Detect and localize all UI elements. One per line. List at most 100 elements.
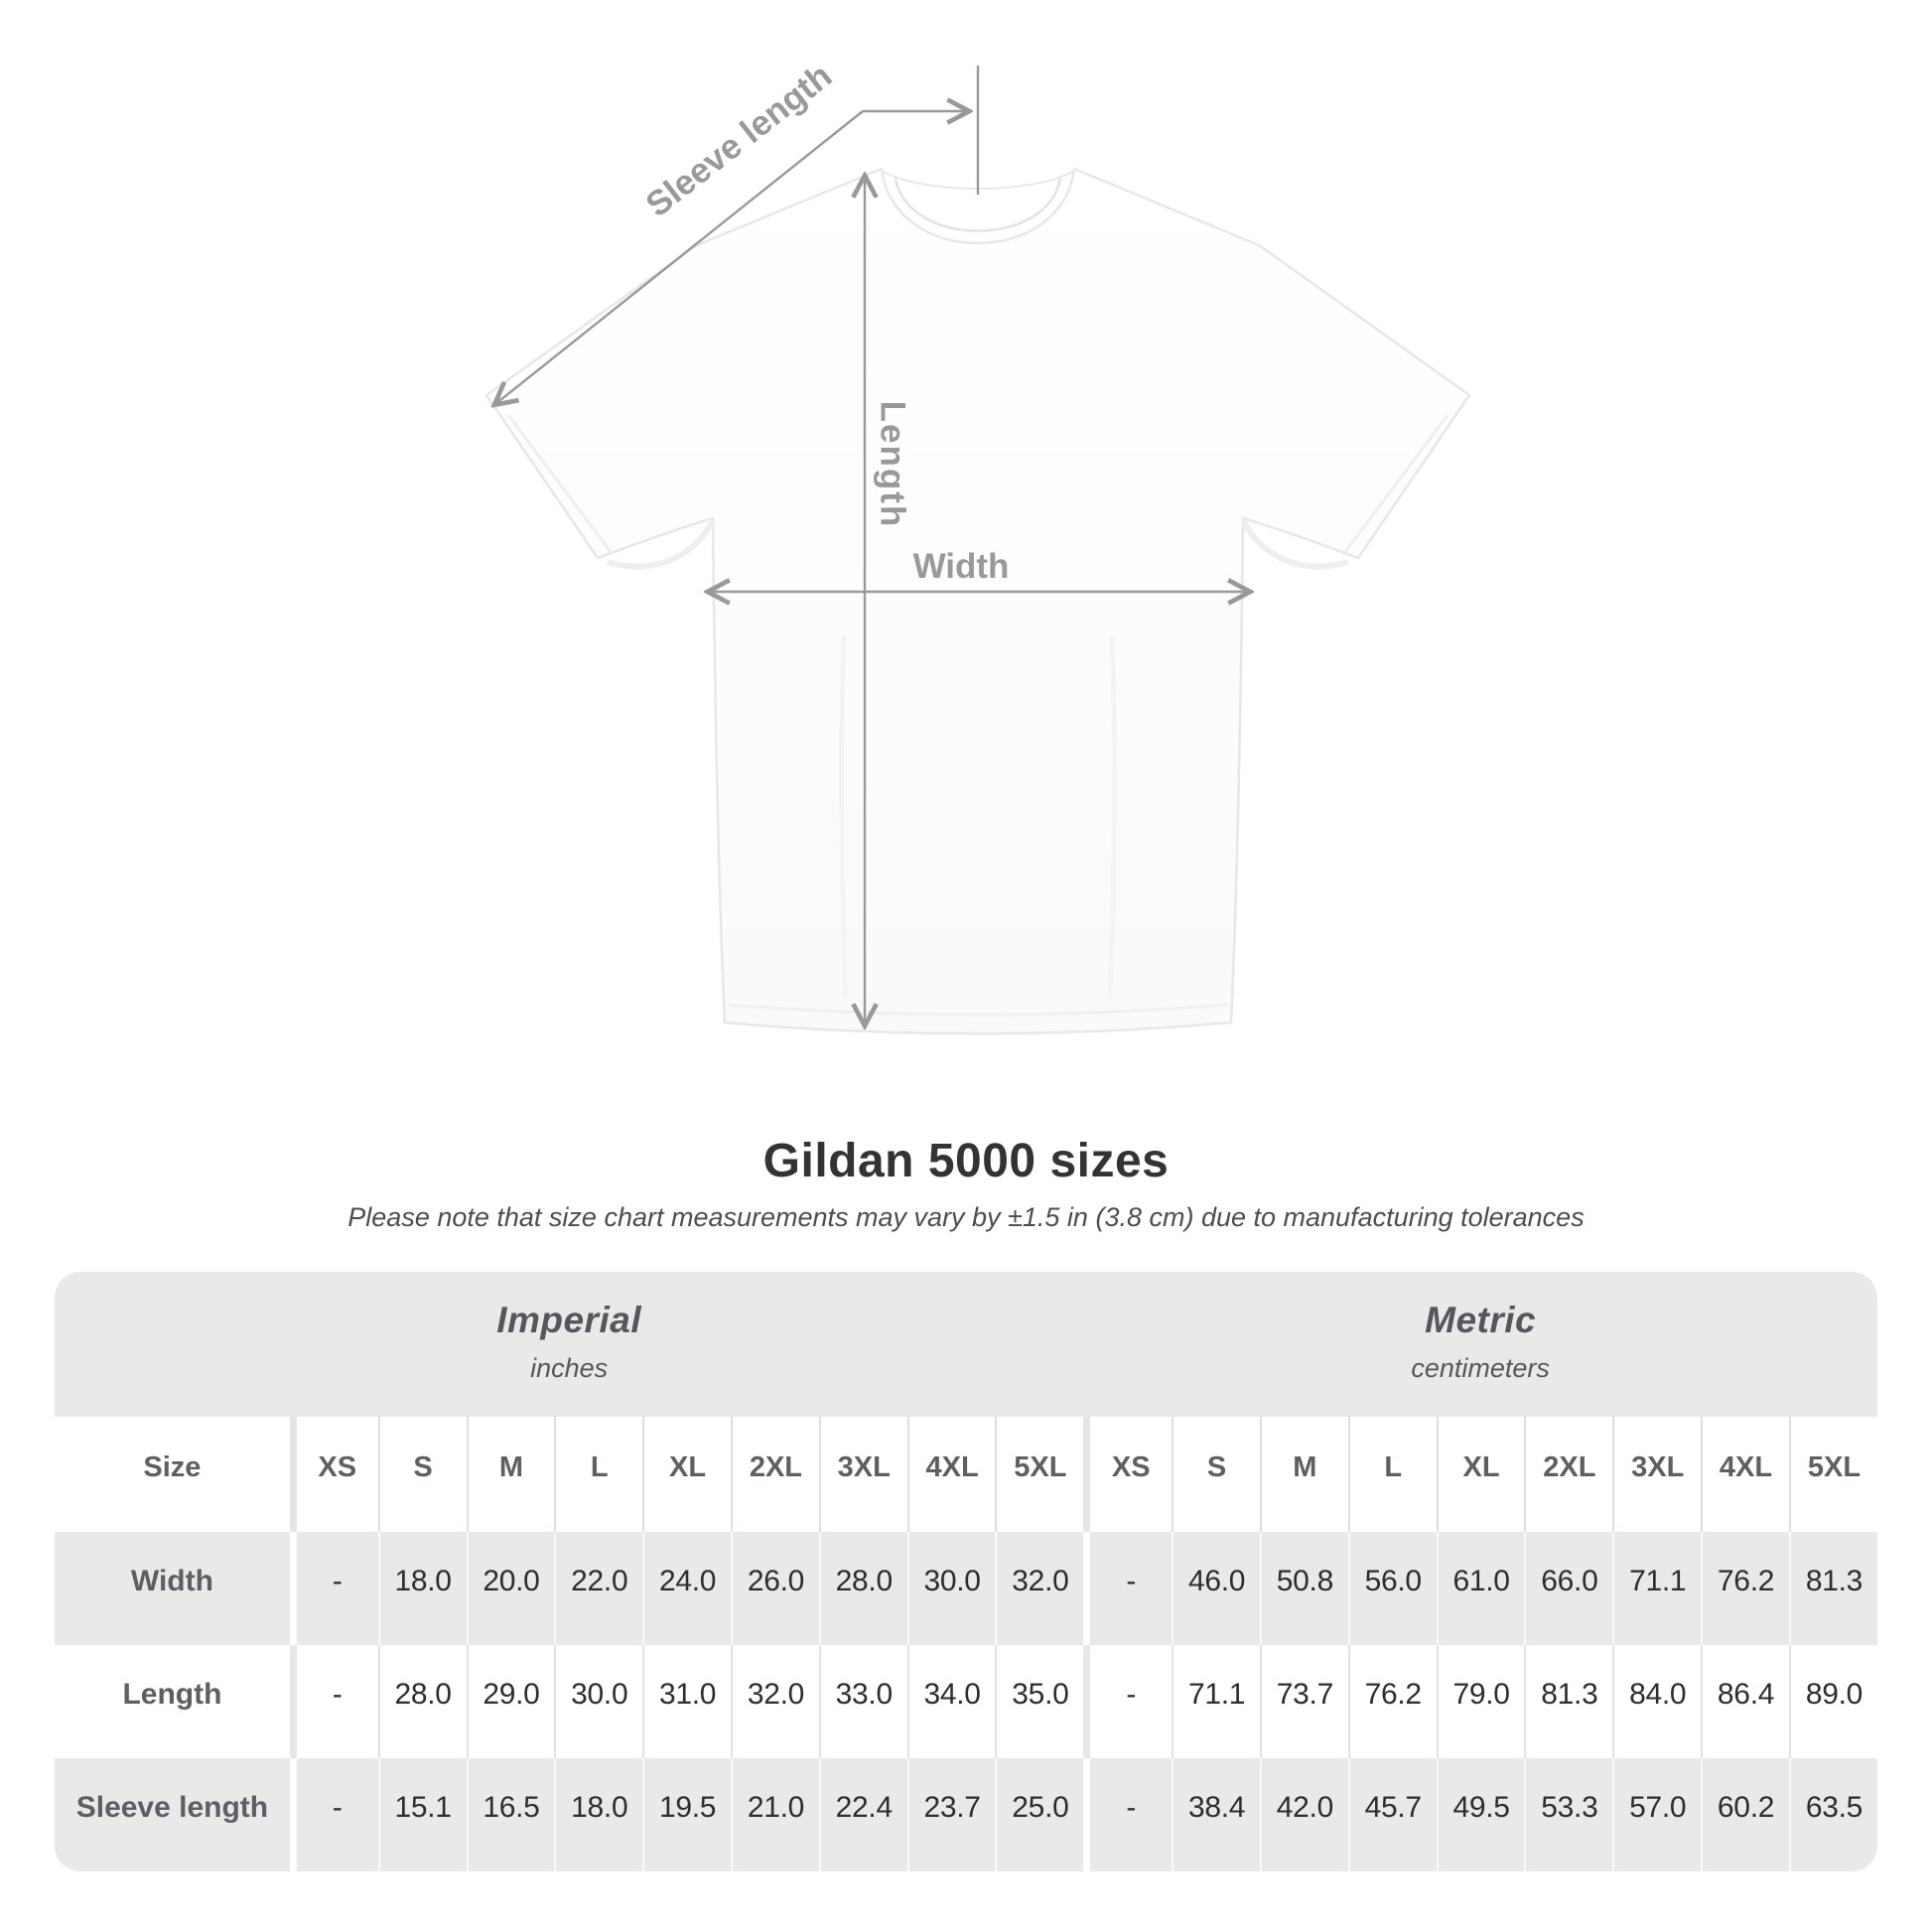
right-cuff-stitch — [1343, 414, 1449, 553]
size-header: 3XL — [1612, 1417, 1702, 1532]
size-header: 3XL — [818, 1417, 907, 1532]
cell: 42.0 — [1259, 1758, 1348, 1871]
cell: 86.4 — [1701, 1645, 1789, 1758]
cell: - — [289, 1645, 378, 1758]
cell: - — [1083, 1532, 1173, 1645]
table-row-length: Length - 28.0 29.0 30.0 31.0 32.0 33.0 3… — [55, 1645, 1877, 1758]
size-header: 2XL — [1524, 1417, 1613, 1532]
cell: 20.0 — [466, 1532, 555, 1645]
collar-band — [894, 178, 1062, 232]
unit-header-row: Imperial inches Metric centimeters — [55, 1272, 1877, 1417]
sleeve-length-arrow-diagonal — [495, 110, 864, 404]
cell: 30.0 — [554, 1645, 643, 1758]
cell: 18.0 — [554, 1758, 643, 1871]
cell: 33.0 — [818, 1645, 907, 1758]
cell: - — [289, 1758, 378, 1871]
cell: 15.1 — [377, 1758, 467, 1871]
size-header: 4XL — [1701, 1417, 1789, 1532]
row-label: Width — [55, 1532, 290, 1645]
size-header: M — [1259, 1417, 1348, 1532]
cell: 63.5 — [1788, 1758, 1877, 1871]
tshirt-graphic — [484, 167, 1471, 1035]
cell: - — [1083, 1758, 1173, 1871]
page-title: Gildan 5000 sizes — [762, 1135, 1170, 1187]
cell: 18.0 — [377, 1532, 467, 1645]
table-row-width: Width - 18.0 20.0 22.0 24.0 26.0 28.0 30… — [55, 1532, 1877, 1645]
cell: 50.8 — [1259, 1532, 1348, 1645]
size-header: L — [554, 1417, 643, 1532]
cell: 25.0 — [995, 1758, 1084, 1871]
cell: 24.0 — [642, 1532, 731, 1645]
cell: 30.0 — [906, 1532, 996, 1645]
size-header: 4XL — [906, 1417, 996, 1532]
cell: 45.7 — [1347, 1758, 1437, 1871]
row-label: Sleeve length — [55, 1758, 290, 1871]
metric-unit-label: centimeters — [1411, 1352, 1550, 1383]
size-header-row: Size XS S M L XL 2XL 3XL 4XL 5XL XS S M … — [55, 1417, 1877, 1532]
cell: 73.7 — [1259, 1645, 1348, 1758]
tolerance-note: Please note that size chart measurements… — [347, 1202, 1585, 1232]
cell: 21.0 — [731, 1758, 819, 1871]
cell: - — [289, 1532, 378, 1645]
cell: 79.0 — [1436, 1645, 1525, 1758]
tshirt-diagram-svg: Sleeve length Length Width — [484, 57, 1471, 1035]
cell: 28.0 — [818, 1532, 907, 1645]
cell: 22.4 — [818, 1758, 907, 1871]
size-header: 5XL — [995, 1417, 1084, 1532]
cell: 60.2 — [1701, 1758, 1789, 1871]
metric-group-header: Metric centimeters — [1083, 1272, 1877, 1417]
right-underarm-fold — [1240, 518, 1349, 570]
size-chart-container: Imperial inches Metric centimeters Size … — [55, 1272, 1877, 1871]
length-label: Length — [874, 401, 912, 529]
cell: 49.5 — [1436, 1758, 1525, 1871]
imperial-group-header: Imperial inches — [55, 1272, 1084, 1417]
cell: 66.0 — [1524, 1532, 1613, 1645]
cell: 76.2 — [1347, 1645, 1437, 1758]
row-label: Length — [55, 1645, 290, 1758]
left-cuff-stitch — [506, 414, 613, 553]
imperial-unit-label: inches — [530, 1352, 609, 1383]
cell: 61.0 — [1436, 1532, 1525, 1645]
size-header: L — [1347, 1417, 1437, 1532]
cell: 81.3 — [1524, 1645, 1613, 1758]
size-header: XL — [1436, 1417, 1525, 1532]
tshirt-body — [484, 167, 1471, 1035]
cell: 38.4 — [1172, 1758, 1260, 1871]
cell: 71.1 — [1612, 1532, 1702, 1645]
body-fold-right — [1107, 634, 1118, 999]
cell: 56.0 — [1347, 1532, 1437, 1645]
cell: 28.0 — [377, 1645, 467, 1758]
cell: 22.0 — [554, 1532, 643, 1645]
size-corner-header: Size — [55, 1417, 290, 1532]
cell: 32.0 — [995, 1532, 1084, 1645]
measurement-arrows — [495, 66, 1249, 1025]
size-header: S — [377, 1417, 467, 1532]
title-block: Gildan 5000 sizes Please note that size … — [0, 1134, 1932, 1233]
cell: 81.3 — [1788, 1532, 1877, 1645]
cell: 19.5 — [642, 1758, 731, 1871]
cell: 84.0 — [1612, 1645, 1702, 1758]
left-underarm-fold — [607, 518, 716, 570]
size-header: XS — [1083, 1417, 1173, 1532]
imperial-label: Imperial — [496, 1299, 642, 1340]
cell: 34.0 — [906, 1645, 996, 1758]
cell: 53.3 — [1524, 1758, 1613, 1871]
cell: 57.0 — [1612, 1758, 1702, 1871]
size-header: XS — [289, 1417, 378, 1532]
metric-label: Metric — [1425, 1299, 1537, 1340]
size-header: XL — [642, 1417, 731, 1532]
tshirt-measurement-diagram: Sleeve length Length Width — [484, 57, 1471, 1035]
cell: 26.0 — [731, 1532, 819, 1645]
body-fold-left — [838, 634, 849, 999]
cell: 35.0 — [995, 1645, 1084, 1758]
size-header: S — [1172, 1417, 1260, 1532]
cell: 29.0 — [466, 1645, 555, 1758]
cell: 31.0 — [642, 1645, 731, 1758]
cell: 23.7 — [906, 1758, 996, 1871]
size-header: 2XL — [731, 1417, 819, 1532]
size-header: 5XL — [1788, 1417, 1877, 1532]
cell: 71.1 — [1172, 1645, 1260, 1758]
size-chart-table: Imperial inches Metric centimeters Size … — [55, 1272, 1877, 1871]
cell: - — [1083, 1645, 1173, 1758]
cell: 16.5 — [466, 1758, 555, 1871]
